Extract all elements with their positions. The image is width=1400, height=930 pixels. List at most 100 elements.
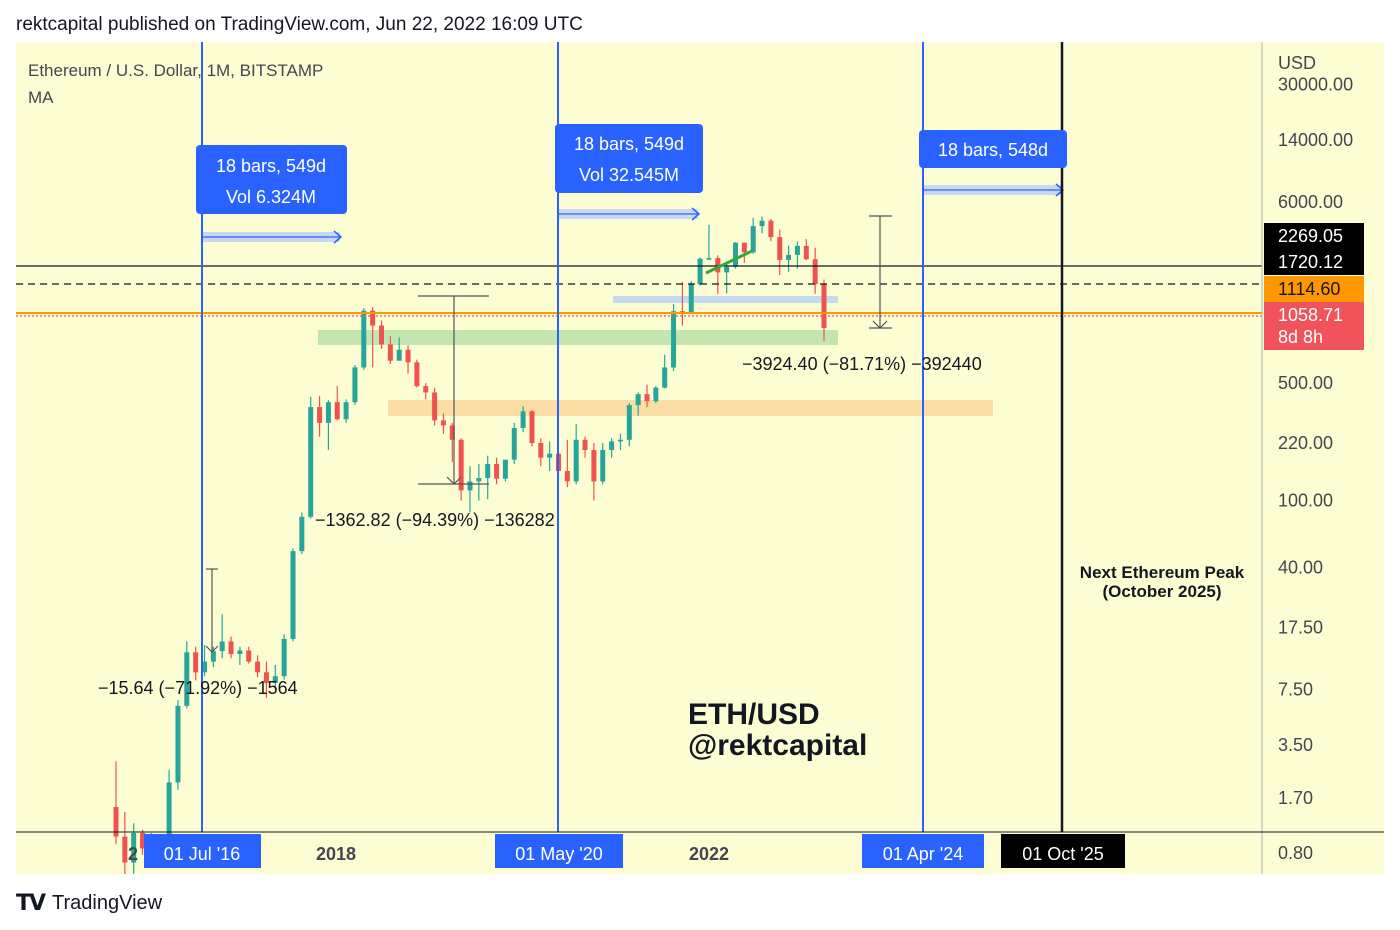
candle-body bbox=[653, 387, 659, 402]
candle-body bbox=[246, 650, 252, 662]
measure-box-2020-bars: 18 bars, 549d bbox=[574, 134, 684, 154]
candle-body bbox=[379, 325, 384, 345]
candle-body bbox=[113, 806, 119, 837]
candle bbox=[511, 422, 517, 465]
candle-body bbox=[467, 481, 473, 491]
y-tick-label: 40.00 bbox=[1278, 557, 1323, 577]
y-tick-label: 220.00 bbox=[1278, 433, 1333, 453]
candle-body bbox=[281, 638, 287, 677]
candle bbox=[591, 443, 597, 501]
candle-body bbox=[662, 367, 668, 388]
candle-body bbox=[202, 661, 207, 673]
price-label: 1114.60 bbox=[1264, 276, 1364, 302]
candle bbox=[263, 661, 269, 698]
candle-body bbox=[511, 428, 517, 460]
candle-body bbox=[812, 259, 818, 285]
candle-body bbox=[308, 407, 314, 517]
candle bbox=[379, 320, 384, 349]
y-tick-label: 100.00 bbox=[1278, 491, 1333, 511]
candle bbox=[343, 399, 349, 423]
candle bbox=[520, 406, 526, 433]
candle-body bbox=[671, 311, 677, 368]
candle-body bbox=[423, 386, 429, 393]
candle bbox=[600, 443, 606, 485]
candle-body bbox=[440, 420, 446, 426]
candle bbox=[582, 436, 588, 458]
candle-body bbox=[290, 551, 296, 639]
candle bbox=[193, 646, 199, 681]
candle-body bbox=[361, 310, 367, 368]
candle-body bbox=[724, 266, 730, 273]
candle-body bbox=[184, 652, 190, 706]
time-label-oct25: 01 Oct '25 bbox=[1001, 834, 1125, 868]
svg-text:1720.12: 1720.12 bbox=[1278, 252, 1343, 272]
candle bbox=[759, 216, 765, 234]
candle bbox=[653, 386, 659, 404]
candle bbox=[768, 219, 774, 242]
candle-body bbox=[476, 478, 482, 482]
measure-box-2016: 18 bars, 549d Vol 6.324M bbox=[196, 145, 347, 214]
candle-body bbox=[635, 394, 641, 406]
measure-box-2020: 18 bars, 549d Vol 32.545M bbox=[555, 124, 703, 193]
candle-body bbox=[122, 836, 128, 863]
candle bbox=[467, 466, 473, 513]
green-trendline bbox=[705, 249, 753, 275]
y-tick-label: 14000.00 bbox=[1278, 130, 1353, 150]
candle bbox=[485, 455, 491, 500]
symbol-title: Ethereum / U.S. Dollar, 1M, BITSTAMP bbox=[28, 61, 323, 80]
candle-body bbox=[352, 367, 358, 403]
y-tick-label: 0.80 bbox=[1278, 843, 1313, 863]
candle bbox=[352, 365, 358, 406]
candle bbox=[246, 646, 252, 664]
candle bbox=[724, 264, 730, 294]
svg-text:8d 8h: 8d 8h bbox=[1278, 327, 1323, 347]
candle-body bbox=[449, 425, 455, 440]
candle-body bbox=[272, 676, 278, 684]
candle bbox=[405, 345, 411, 374]
candle-body bbox=[759, 220, 765, 227]
range-bar-2024 bbox=[924, 183, 1065, 197]
candle bbox=[538, 438, 544, 467]
candle bbox=[573, 424, 579, 485]
svg-text:2269.05: 2269.05 bbox=[1278, 226, 1343, 246]
candle bbox=[626, 403, 632, 447]
peak-annotation-line2: (October 2025) bbox=[1102, 582, 1221, 601]
time-label-jul16-text: 01 Jul '16 bbox=[164, 844, 241, 864]
drawdown-label-2022: −3924.40 (−81.71%) −392440 bbox=[742, 354, 982, 374]
svg-text:1058.71: 1058.71 bbox=[1278, 305, 1343, 325]
price-axis-unit: USD bbox=[1278, 53, 1316, 73]
y-tick-label: 6000.00 bbox=[1278, 192, 1343, 212]
candle bbox=[414, 359, 420, 388]
drawdown-measure-2016 bbox=[205, 568, 219, 653]
candle-body bbox=[228, 641, 234, 655]
time-label-jul16: 01 Jul '16 bbox=[144, 834, 261, 868]
candle-body bbox=[733, 242, 738, 267]
candle bbox=[609, 438, 615, 458]
candle bbox=[175, 699, 181, 790]
footer-brand[interactable]: TradingView bbox=[52, 891, 163, 914]
watermark-symbol: ETH/USD bbox=[688, 698, 820, 731]
candle bbox=[794, 241, 800, 269]
measure-box-2024: 18 bars, 548d bbox=[919, 130, 1067, 168]
svg-text:1114.60: 1114.60 bbox=[1278, 279, 1340, 299]
tradingview-logo-icon[interactable]: TV bbox=[16, 890, 46, 916]
candle bbox=[361, 308, 367, 370]
drawdown-label-2016: −15.64 (−71.92%) −1564 bbox=[98, 678, 298, 698]
candle-body bbox=[591, 449, 597, 482]
candle bbox=[706, 224, 712, 261]
range-bar-2020 bbox=[558, 207, 701, 221]
candle-body bbox=[715, 258, 721, 273]
candle bbox=[662, 354, 668, 389]
chart-panel[interactable]: 18 bars, 549d Vol 6.324M 18 bars, 549d V… bbox=[16, 42, 1384, 874]
time-label-apr24-text: 01 Apr '24 bbox=[883, 844, 964, 864]
candle-body bbox=[193, 652, 199, 673]
candle-body bbox=[255, 661, 261, 673]
candle-body bbox=[131, 832, 137, 863]
candle bbox=[458, 438, 464, 501]
candle bbox=[255, 655, 261, 678]
chart-canvas[interactable]: 18 bars, 549d Vol 6.324M 18 bars, 549d V… bbox=[16, 42, 1384, 874]
candle bbox=[803, 239, 809, 261]
y-tick-label: 30000.00 bbox=[1278, 74, 1353, 94]
candle-body bbox=[458, 439, 464, 491]
